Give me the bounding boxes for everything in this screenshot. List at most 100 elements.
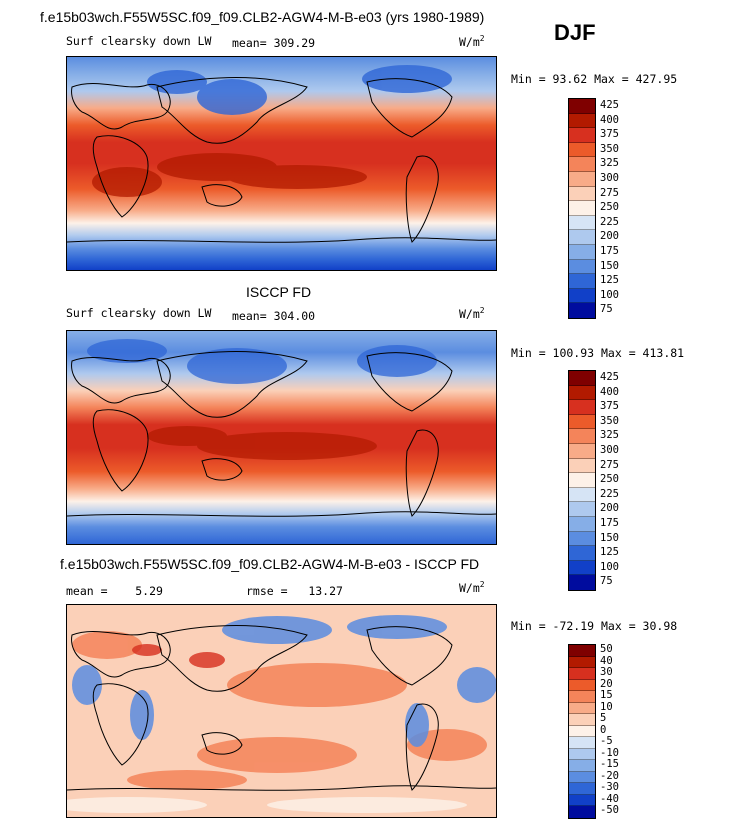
panel2-coastlines [67, 351, 496, 517]
panel1-units-exp: 2 [479, 34, 485, 43]
colorbar-swatch [569, 371, 595, 386]
colorbar-swatch [569, 274, 595, 289]
colorbar-swatch [569, 186, 595, 202]
colorbar-tick-label: -20 [600, 769, 619, 782]
panel3-rmse-label: rmse = [246, 584, 288, 598]
colorbar-tick-label: 150 [600, 531, 619, 544]
panel2-minmax: Min = 100.93 Max = 413.81 [511, 346, 685, 360]
colorbar-swatch [569, 157, 595, 172]
colorbar-tick-label: 40 [600, 654, 613, 667]
panel2-title: ISCCP FD [246, 284, 312, 300]
panel2-colorbar [568, 370, 596, 591]
colorbar-swatch [569, 244, 595, 260]
colorbar-swatch [569, 737, 595, 749]
colorbar-tick-label: 425 [600, 99, 619, 111]
colorbar-tick-label: 15 [600, 689, 613, 702]
panel1-mean-value: 309.29 [273, 36, 316, 50]
panel2-cold-regions [87, 339, 437, 384]
panel3-mean-label: mean = [66, 584, 108, 598]
colorbar-tick-label: 150 [600, 259, 619, 272]
colorbar-tick-label: -50 [600, 804, 619, 817]
colorbar-swatch [569, 429, 595, 444]
panel2-units: W/m2 [459, 306, 485, 321]
colorbar-tick-label: 30 [600, 666, 613, 679]
colorbar-swatch [569, 714, 595, 726]
panel1-variable: Surf clearsky down LW [66, 34, 212, 48]
colorbar-tick-label: 225 [600, 487, 619, 500]
panel1-colorbar [568, 98, 596, 319]
colorbar-swatch [569, 414, 595, 430]
colorbar-tick-label: 350 [600, 414, 619, 427]
colorbar-swatch [569, 725, 595, 738]
panel3-neutral-regions [67, 797, 467, 813]
panel3-minmax: Min = -72.19 Max = 30.98 [511, 619, 678, 633]
colorbar-swatch [569, 702, 595, 715]
colorbar-tick-label: 300 [600, 443, 619, 456]
colorbar-tick-label: 425 [600, 371, 619, 383]
panel2-mean-value: 304.00 [273, 309, 316, 323]
panel1-field [67, 57, 496, 270]
panel3-colorbar [568, 644, 596, 819]
panel1-units: W/m2 [459, 34, 485, 49]
colorbar-swatch [569, 443, 595, 459]
colorbar-tick-label: -15 [600, 758, 619, 771]
colorbar-tick-label: 250 [600, 473, 619, 486]
colorbar-swatch [569, 113, 595, 129]
colorbar-tick-label: 200 [600, 502, 619, 515]
colorbar-swatch [569, 230, 595, 245]
panel2-variable: Surf clearsky down LW [66, 306, 212, 320]
colorbar-swatch [569, 128, 595, 143]
panel3-units-text: W/m [459, 580, 480, 595]
colorbar-tick-label: 20 [600, 677, 613, 690]
colorbar-swatch [569, 748, 595, 761]
panel1-units-text: W/m [459, 34, 480, 49]
colorbar-swatch [569, 560, 595, 576]
panel2-units-text: W/m [459, 306, 480, 321]
colorbar-tick-label: 325 [600, 157, 619, 170]
colorbar-tick-label: 350 [600, 142, 619, 155]
colorbar-tick-label: 10 [600, 700, 613, 713]
panel1-mean: mean= 309.29 [232, 36, 315, 50]
colorbar-tick-label: 100 [600, 560, 619, 573]
panel3-colorbar-labels: 50 40 30 20 15 10 5 0 -5 -10 -15 -20 -30 -40 -50 [600, 643, 619, 817]
colorbar-swatch [569, 458, 595, 474]
panel2-colorbar-labels: 425 400 375 350 325 300 275 250 225 200 175 150 125 1… [600, 370, 619, 589]
colorbar-swatch [569, 516, 595, 532]
panel3-units-exp: 2 [479, 580, 485, 589]
colorbar-swatch [569, 171, 595, 187]
panel2-units-exp: 2 [479, 306, 485, 315]
colorbar-tick-label: 200 [600, 230, 619, 243]
panel3-negative-regions [72, 615, 496, 747]
colorbar-swatch [569, 400, 595, 415]
colorbar-swatch [569, 531, 595, 547]
colorbar-swatch [569, 656, 595, 669]
colorbar-swatch [569, 502, 595, 517]
colorbar-tick-label: -5 [600, 735, 613, 748]
colorbar-swatch [569, 645, 595, 657]
colorbar-tick-label: 5 [600, 712, 607, 725]
colorbar-swatch [569, 385, 595, 401]
panel3-map [66, 604, 497, 818]
colorbar-tick-label: 0 [600, 723, 607, 736]
season-label: DJF [554, 20, 596, 45]
colorbar-swatch [569, 201, 595, 216]
panel1-colorbar-labels: 425 400 375 350 325 300 275 250 225 200 175 150 125 1… [600, 98, 619, 317]
colorbar-tick-label: 75 [600, 575, 613, 588]
panel3-strong-positive [132, 644, 225, 668]
panel1-warm-regions [92, 153, 367, 197]
panel3-positive-regions [72, 631, 487, 790]
panel2-map-svg [67, 331, 496, 544]
colorbar-swatch [569, 575, 595, 590]
colorbar-swatch [569, 691, 595, 703]
colorbar-swatch [569, 760, 595, 772]
panel1-coastlines [67, 77, 496, 243]
colorbar-tick-label: 250 [600, 201, 619, 214]
colorbar-tick-label: -30 [600, 781, 619, 794]
colorbar-swatch [569, 668, 595, 680]
panel2-warm-regions [147, 426, 377, 460]
colorbar-swatch [569, 215, 595, 231]
colorbar-swatch [569, 473, 595, 488]
panel2-mean: mean= 304.00 [232, 309, 315, 323]
panel2-mean-label: mean= [232, 309, 267, 323]
colorbar-tick-label: 375 [600, 128, 619, 141]
